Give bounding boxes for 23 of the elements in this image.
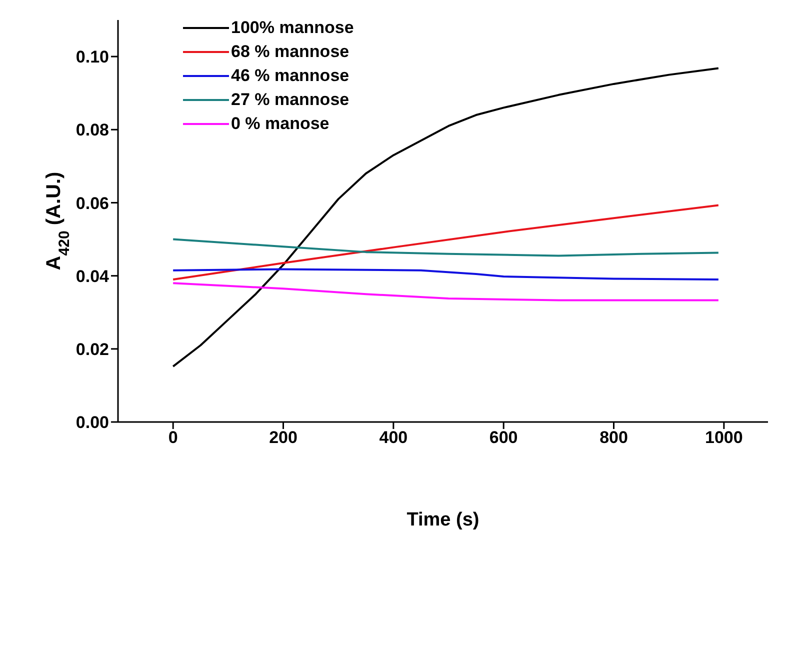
line-series [172,238,720,257]
line-series [172,268,720,280]
y-tick-label: 0.08 [76,120,109,140]
x-tick-label: 200 [269,428,298,448]
line-series [172,67,720,368]
y-tick-label: 0.06 [76,194,109,213]
legend-label: 0 % manose [231,114,330,134]
x-axis-title: Time (s) [406,509,480,530]
x-tick-label: 400 [379,428,408,448]
y-tick-label: 0.04 [76,266,110,286]
x-tick-label: 600 [489,428,518,448]
legend-label: 46 % mannose [231,66,350,86]
x-tick-label: 1000 [705,428,743,448]
legend-label: 100% mannose [231,18,354,38]
line-series [172,204,720,280]
x-tick-label: 800 [600,428,628,448]
y-tick-label: 0.02 [76,340,109,359]
y-tick-label: 0.00 [76,413,109,432]
legend-label: 68 % mannose [231,42,350,62]
x-tick-label: 0 [168,428,178,448]
y-tick-label: 0.10 [76,48,109,67]
line-series [172,282,720,302]
legend-label: 27 % mannose [231,90,350,110]
